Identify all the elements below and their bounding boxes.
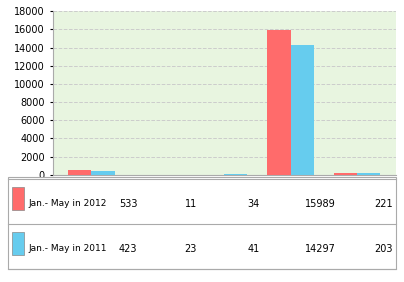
Text: 221: 221 xyxy=(375,199,393,209)
Text: 41: 41 xyxy=(247,244,260,254)
Text: 533: 533 xyxy=(119,199,137,209)
Bar xyxy=(91,171,115,175)
Text: 15989: 15989 xyxy=(305,199,336,209)
Bar xyxy=(290,45,314,175)
Bar xyxy=(357,173,380,175)
Text: 34: 34 xyxy=(247,199,260,209)
Bar xyxy=(68,170,91,175)
Bar xyxy=(267,30,290,175)
Bar xyxy=(8,177,396,269)
Text: 11: 11 xyxy=(185,199,197,209)
Bar xyxy=(12,232,24,255)
Bar xyxy=(12,187,24,210)
Text: 23: 23 xyxy=(185,244,197,254)
Text: Jan.- May in 2011: Jan.- May in 2011 xyxy=(28,244,107,253)
Bar xyxy=(334,173,357,175)
Text: 14297: 14297 xyxy=(305,244,336,254)
Text: 203: 203 xyxy=(375,244,393,254)
Text: Jan.- May in 2012: Jan.- May in 2012 xyxy=(28,199,107,208)
Text: 423: 423 xyxy=(119,244,137,254)
